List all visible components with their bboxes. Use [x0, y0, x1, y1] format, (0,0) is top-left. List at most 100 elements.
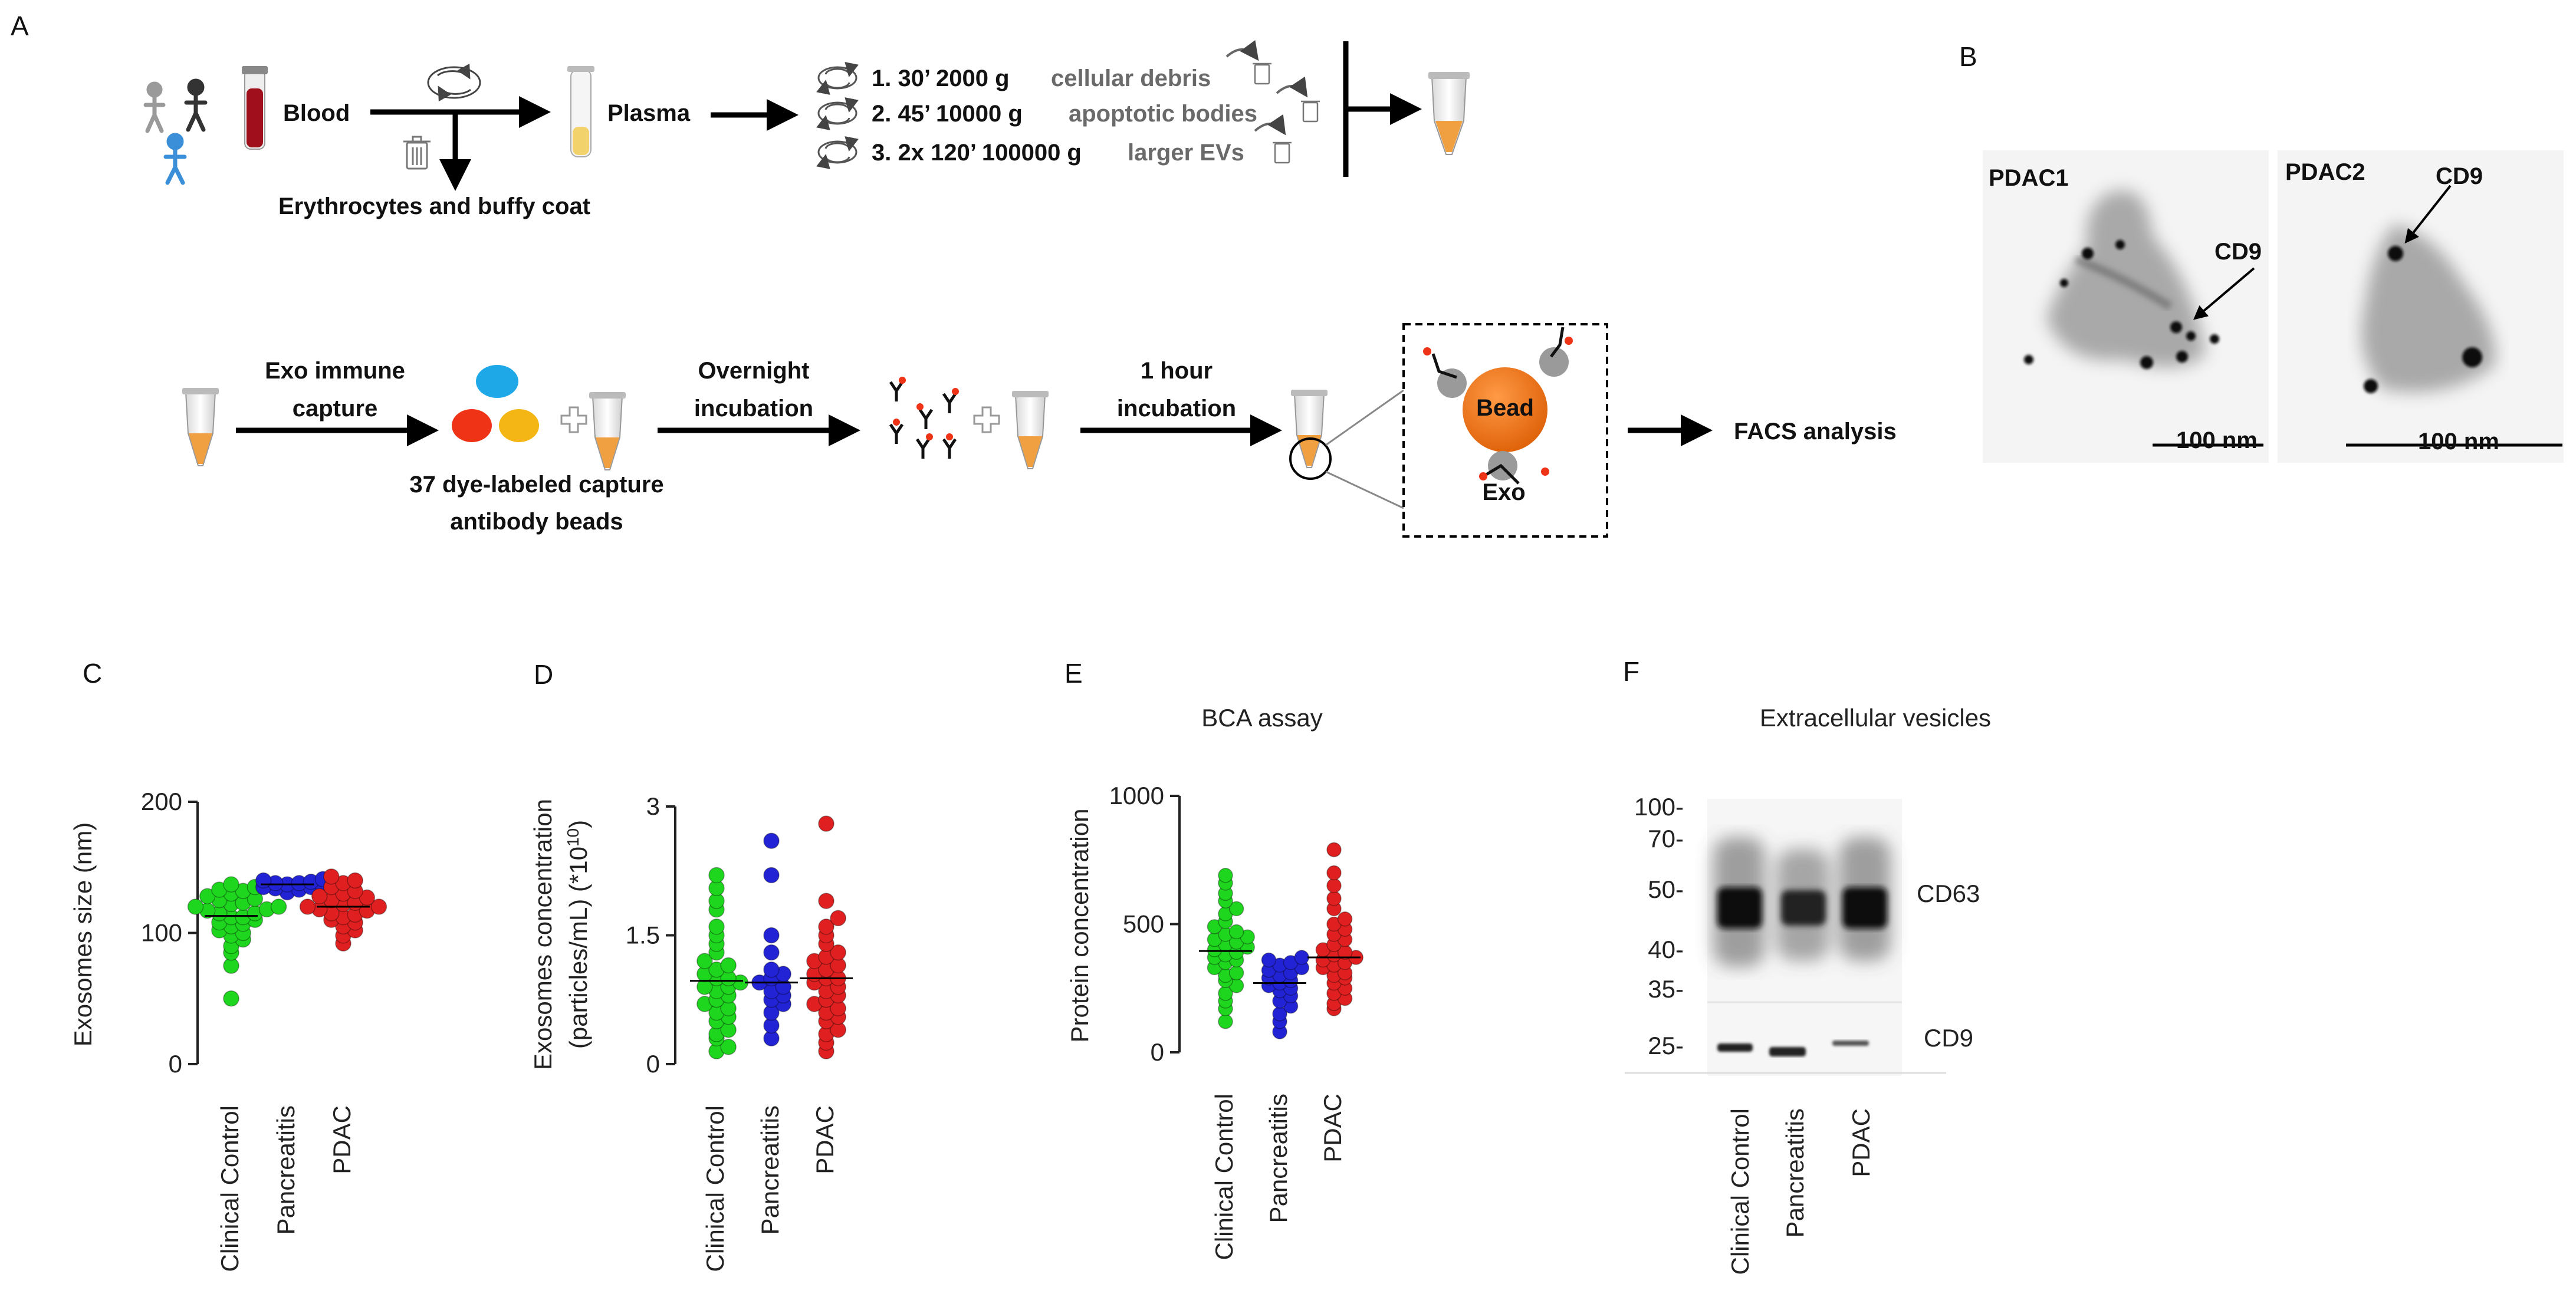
data-point	[708, 918, 725, 935]
x-category-label: PDAC	[1319, 1094, 1346, 1163]
data-point	[830, 910, 846, 927]
x-category-label: Pancreatitis	[756, 1105, 784, 1234]
zoom-circle	[1289, 437, 1332, 480]
panel-label-a: A	[11, 11, 29, 41]
y-tick-label: 0	[169, 1050, 182, 1078]
centrifuge-icon	[427, 63, 481, 102]
facs-label: FACS analysis	[1734, 419, 1897, 445]
eppendorf-tube-icon	[182, 388, 219, 466]
trash-icon	[403, 136, 431, 170]
people-icon	[143, 78, 208, 185]
one-hour-line1: 1 hour	[1141, 358, 1213, 384]
zoom-line-top	[1325, 389, 1404, 446]
data-point	[1228, 901, 1244, 917]
data-point	[763, 832, 780, 850]
data-point	[1326, 865, 1342, 881]
data-point	[720, 957, 737, 974]
data-point	[223, 990, 239, 1007]
step3-what: larger EVs	[1128, 140, 1244, 166]
erythro-label: Erythrocytes and buffy coat	[278, 193, 590, 219]
data-point	[708, 867, 725, 884]
antibody-icons	[889, 377, 959, 459]
y-axis-label: Exosomes concentration	[529, 799, 557, 1070]
x-category-label: Clinical Control	[216, 1105, 244, 1272]
data-point	[1326, 891, 1342, 906]
data-point	[830, 944, 846, 961]
data-point	[818, 815, 834, 832]
data-point	[763, 867, 780, 884]
y-tick-label: 0	[646, 1050, 660, 1078]
plus-icon	[973, 406, 1000, 433]
blot-marker-25: 25-	[1648, 1032, 1684, 1059]
blot-marker-35: 35-	[1648, 975, 1684, 1003]
data-point	[199, 888, 216, 904]
data-point	[299, 898, 316, 915]
band-label-cd9: CD9	[1924, 1024, 1973, 1052]
data-point	[818, 918, 834, 935]
chart-e-title: BCA assay	[1201, 704, 1322, 732]
data-point	[1228, 965, 1244, 980]
cd9-label-2: CD9	[2436, 163, 2483, 189]
y-tick-label: 500	[1123, 910, 1164, 938]
data-point	[187, 898, 204, 915]
y-tick-label: 0	[1151, 1038, 1164, 1066]
one-hour-line2: incubation	[1117, 396, 1236, 422]
step1-what: cellular debris	[1051, 65, 1211, 91]
scale-label-1: 100 nm	[2176, 427, 2258, 453]
data-point	[347, 872, 363, 889]
data-point	[763, 944, 780, 961]
x-category-label: Pancreatitis	[272, 1105, 300, 1234]
x-category-label: Clinical Control	[701, 1105, 729, 1272]
y-axis-label: Protein concentration	[1066, 809, 1093, 1043]
blot-title: Extracellular vesicles	[1760, 704, 1991, 732]
data-point	[1261, 952, 1277, 968]
plasma-label: Plasma	[607, 100, 691, 126]
data-point	[1218, 1014, 1233, 1029]
cd9-arrow-2	[2404, 185, 2452, 244]
panel-label-d: D	[534, 659, 553, 690]
blot-marker-100: 100-	[1634, 793, 1684, 821]
beads-icon	[452, 365, 539, 442]
data-point	[763, 927, 780, 944]
eppendorf-tube-icon	[589, 392, 626, 470]
data-point	[255, 872, 272, 889]
chart-d: 0 1.5 3 Exosomes concentration (particles/mL…	[529, 792, 853, 1272]
plasma-tube-icon	[567, 66, 594, 157]
pdac2-label: PDAC2	[2285, 159, 2365, 185]
data-point	[1326, 842, 1342, 858]
eppendorf-tube-icon	[1291, 390, 1328, 468]
centrifuge-step-icons	[816, 62, 859, 169]
eppendorf-tube-icon	[1012, 391, 1049, 469]
x-category-label: Pancreatitis	[1264, 1094, 1292, 1223]
scale-label-2: 100 nm	[2418, 429, 2499, 455]
discard-arrows	[1225, 39, 1308, 136]
y-tick-label: 200	[141, 788, 182, 815]
blot-lane-pdac: PDAC	[1847, 1108, 1875, 1177]
y-tick-label: 100	[141, 919, 182, 947]
panel-label-c: C	[83, 658, 102, 689]
exo-label: Exo	[1482, 479, 1525, 505]
chart-c: 0 100 200 Exosomes size (nm) Clinical Contro…	[69, 788, 387, 1272]
em-image-pdac2	[2278, 150, 2564, 463]
step1-num: 1. 30’ 2000 g	[872, 65, 1010, 91]
data-point	[223, 876, 239, 893]
data-point	[1218, 868, 1233, 883]
data-point	[323, 868, 340, 885]
step3-num: 3. 2x 120’ 100000 g	[872, 140, 1082, 166]
overnight-line2: incubation	[694, 396, 813, 422]
blot-marker-40: 40-	[1648, 936, 1684, 963]
y-tick-label: 1000	[1109, 782, 1164, 809]
blot-marker-70: 70-	[1648, 825, 1684, 852]
em-image-pdac1	[1983, 150, 2269, 463]
x-category-label: Clinical Control	[1210, 1094, 1238, 1260]
data-point	[359, 889, 376, 906]
data-point	[270, 898, 287, 915]
step2-what: apoptotic bodies	[1069, 101, 1257, 127]
panel-label-f: F	[1623, 656, 1639, 687]
y-tick-label: 1.5	[626, 921, 660, 949]
overnight-line1: Overnight	[698, 358, 810, 384]
data-point	[1337, 911, 1353, 927]
trash-small-icons	[1253, 62, 1320, 164]
bead-exo-complex-icon	[1423, 327, 1573, 485]
